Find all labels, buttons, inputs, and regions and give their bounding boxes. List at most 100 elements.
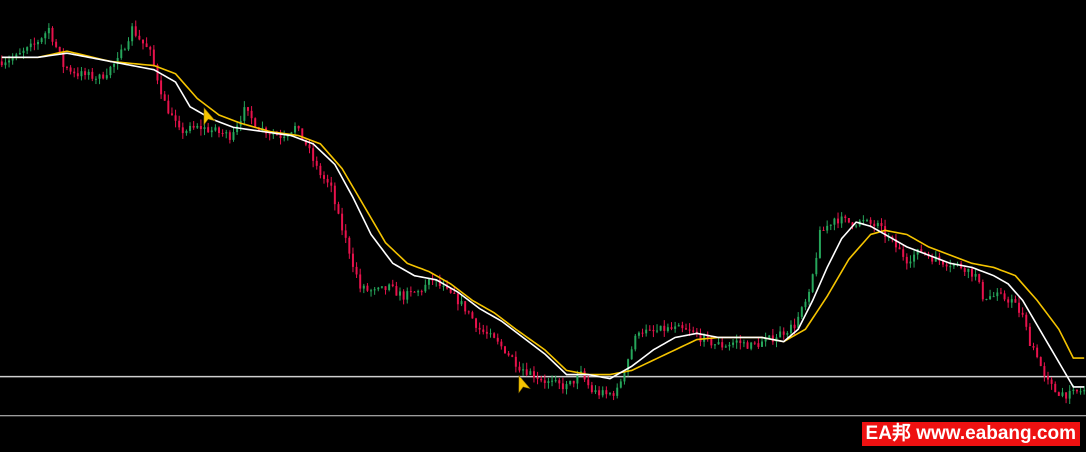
- candle: [417, 289, 420, 297]
- candle-body: [1046, 376, 1049, 380]
- candle-body: [123, 49, 126, 51]
- candle-body: [1083, 390, 1086, 392]
- candle-body: [587, 379, 590, 386]
- candle-body: [985, 298, 988, 300]
- candle-body: [355, 266, 358, 275]
- candle: [478, 322, 481, 335]
- candle: [228, 130, 231, 144]
- candle-body: [789, 324, 792, 333]
- candle-body: [721, 342, 724, 348]
- candle-body: [8, 60, 11, 63]
- candle-body: [98, 74, 101, 79]
- candle: [742, 339, 745, 348]
- candle-body: [308, 144, 311, 149]
- candle: [105, 68, 108, 80]
- candle-body: [569, 380, 572, 385]
- candle: [779, 326, 782, 338]
- candle-body: [873, 223, 876, 227]
- candle: [243, 101, 246, 126]
- candle: [619, 378, 622, 389]
- candle-body: [641, 332, 644, 334]
- candle: [134, 20, 137, 38]
- candle-body: [974, 274, 977, 277]
- candle: [18, 48, 21, 55]
- candle-body: [442, 285, 445, 287]
- candle: [572, 380, 575, 388]
- candle: [1010, 294, 1013, 308]
- candle: [467, 310, 470, 315]
- candle-body: [246, 107, 249, 111]
- candle-body: [232, 132, 235, 140]
- candle: [29, 39, 32, 52]
- candle-body: [37, 41, 40, 45]
- candle-body: [127, 41, 130, 50]
- candle: [713, 343, 716, 350]
- candle: [818, 226, 821, 259]
- candle: [876, 220, 879, 229]
- candle-body: [116, 57, 119, 64]
- candle: [724, 344, 727, 348]
- candle-body: [999, 292, 1002, 294]
- candle-body: [40, 38, 43, 42]
- candle-body: [47, 27, 50, 34]
- candle: [160, 75, 163, 99]
- candle-body: [710, 337, 713, 346]
- candle-body: [996, 292, 999, 297]
- candle-body: [366, 285, 369, 291]
- candle-body: [138, 35, 141, 40]
- candle-body: [333, 185, 336, 205]
- candle: [344, 224, 347, 244]
- candle: [569, 380, 572, 386]
- candle: [113, 62, 116, 73]
- candle: [312, 142, 315, 168]
- candle: [1032, 342, 1035, 351]
- candle: [522, 363, 525, 376]
- candle-body: [1072, 389, 1075, 391]
- candle: [391, 279, 394, 288]
- candle-body: [460, 301, 463, 305]
- candle: [181, 122, 184, 139]
- candle-body: [105, 75, 108, 79]
- candle-body: [275, 133, 278, 136]
- candle: [811, 273, 814, 294]
- candle-body: [344, 230, 347, 238]
- candle: [753, 341, 756, 345]
- candle: [26, 46, 29, 55]
- candle-body: [757, 343, 760, 347]
- candle: [525, 362, 528, 377]
- candle-body: [619, 381, 622, 388]
- candle: [1014, 295, 1017, 303]
- candle: [44, 31, 47, 45]
- candle-body: [384, 286, 387, 291]
- candle-body: [62, 52, 65, 67]
- candle: [503, 345, 506, 354]
- candle: [771, 328, 774, 345]
- candle: [598, 386, 601, 399]
- candle-body: [913, 254, 916, 262]
- candle-body: [779, 331, 782, 338]
- candle: [246, 106, 249, 116]
- candle-body: [884, 226, 887, 237]
- candle-body: [598, 390, 601, 396]
- candle-body: [402, 291, 405, 300]
- candle-body: [970, 268, 973, 277]
- candle-body: [608, 393, 611, 395]
- candle-body: [735, 340, 738, 343]
- candle-body: [1043, 366, 1046, 377]
- candle-body: [489, 333, 492, 335]
- candle-body: [109, 66, 112, 76]
- candle: [11, 53, 14, 65]
- candle-body: [717, 342, 720, 345]
- candle-body: [746, 342, 749, 349]
- candle: [514, 351, 517, 373]
- candle: [666, 323, 669, 333]
- candle: [837, 212, 840, 229]
- candle-body: [496, 337, 499, 342]
- candle-body: [967, 268, 970, 272]
- candle-body: [674, 326, 677, 329]
- candle-body: [141, 39, 144, 44]
- candle: [637, 331, 640, 339]
- candle: [800, 306, 803, 320]
- candle-body: [304, 140, 307, 145]
